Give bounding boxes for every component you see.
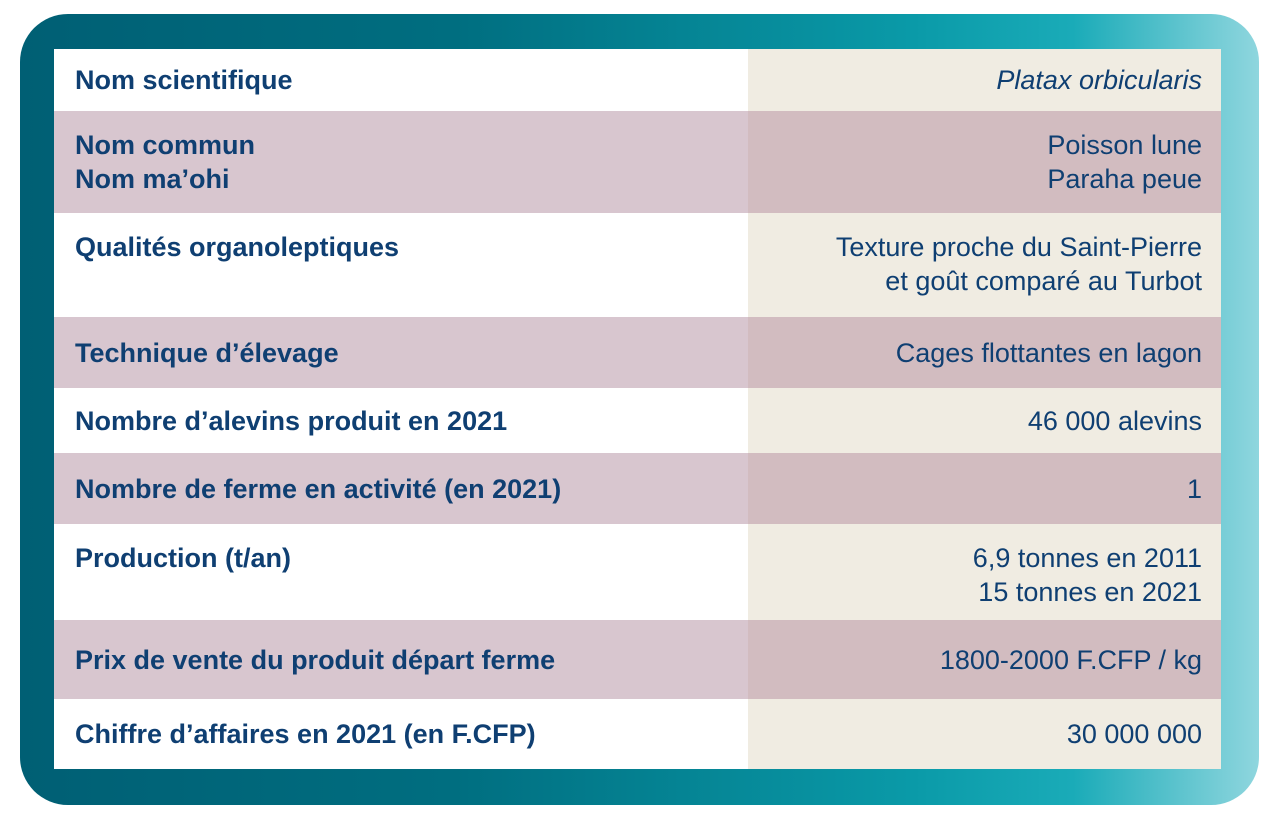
value-text: Paraha peue: [1047, 164, 1202, 194]
species-info-table: Nom scientifique Platax orbicularis Nom …: [54, 49, 1221, 769]
label-text: Nombre d’alevins produit en 2021: [75, 405, 508, 436]
row-value: Cages flottantes en lagon: [748, 317, 1221, 388]
label-text: Technique d’élevage: [75, 337, 339, 368]
row-value: 30 000 000: [748, 699, 1221, 769]
label-text: Nom ma’ohi: [75, 164, 230, 194]
label-text: Chiffre d’affaires en 2021 (en F.CFP): [75, 719, 536, 749]
row-value: 1: [748, 453, 1221, 524]
table-row-production: Production (t/an) 6,9 tonnes en 2011 15 …: [54, 524, 1221, 620]
label-text: Prix de vente du produit départ ferme: [75, 644, 556, 675]
value-text: et goût comparé au Turbot: [885, 266, 1202, 296]
value-text: 1800-2000 F.CFP / kg: [939, 644, 1202, 675]
value-text: Texture proche du Saint-Pierre: [835, 232, 1202, 262]
value-text: 30 000 000: [1066, 719, 1202, 749]
value-text: Platax orbicularis: [996, 65, 1202, 95]
value-text: Poisson lune: [1047, 130, 1202, 160]
row-label: Nom scientifique: [54, 49, 748, 111]
table-row-organoleptic: Qualités organoleptiques Texture proche …: [54, 213, 1221, 317]
value-text: 1: [1186, 473, 1202, 504]
row-label: Technique d’élevage: [54, 317, 748, 388]
row-value: 46 000 alevins: [748, 388, 1221, 453]
row-value: Platax orbicularis: [748, 49, 1221, 111]
value-text: Cages flottantes en lagon: [895, 337, 1202, 368]
value-text: 15 tonnes en 2021: [978, 577, 1202, 607]
row-label: Chiffre d’affaires en 2021 (en F.CFP): [54, 699, 748, 769]
row-value: 6,9 tonnes en 2011 15 tonnes en 2021: [748, 524, 1221, 620]
value-text: 46 000 alevins: [1027, 405, 1202, 436]
table-row-breeding-technique: Technique d’élevage Cages flottantes en …: [54, 317, 1221, 388]
row-label: Nombre d’alevins produit en 2021: [54, 388, 748, 453]
label-text: Nom commun: [75, 130, 256, 160]
table-row-fry-count: Nombre d’alevins produit en 2021 46 000 …: [54, 388, 1221, 453]
row-value: Texture proche du Saint-Pierre et goût c…: [748, 213, 1221, 317]
row-label: Prix de vente du produit départ ferme: [54, 620, 748, 699]
label-text: Nom scientifique: [75, 65, 293, 95]
table-row-farm-count: Nombre de ferme en activité (en 2021) 1: [54, 453, 1221, 524]
label-text: Qualités organoleptiques: [75, 232, 400, 262]
label-text: Production (t/an): [75, 543, 291, 573]
table-row-common-name: Nom commun Nom ma’ohi Poisson lune Parah…: [54, 111, 1221, 213]
row-label: Production (t/an): [54, 524, 748, 620]
table-row-scientific-name: Nom scientifique Platax orbicularis: [54, 49, 1221, 111]
value-text: 6,9 tonnes en 2011: [972, 543, 1202, 573]
row-label: Nombre de ferme en activité (en 2021): [54, 453, 748, 524]
row-value: 1800-2000 F.CFP / kg: [748, 620, 1221, 699]
table-row-sale-price: Prix de vente du produit départ ferme 18…: [54, 620, 1221, 699]
row-label: Qualités organoleptiques: [54, 213, 748, 317]
label-text: Nombre de ferme en activité (en 2021): [75, 473, 562, 504]
table-row-revenue: Chiffre d’affaires en 2021 (en F.CFP) 30…: [54, 699, 1221, 769]
row-value: Poisson lune Paraha peue: [748, 111, 1221, 213]
row-label: Nom commun Nom ma’ohi: [54, 111, 748, 213]
